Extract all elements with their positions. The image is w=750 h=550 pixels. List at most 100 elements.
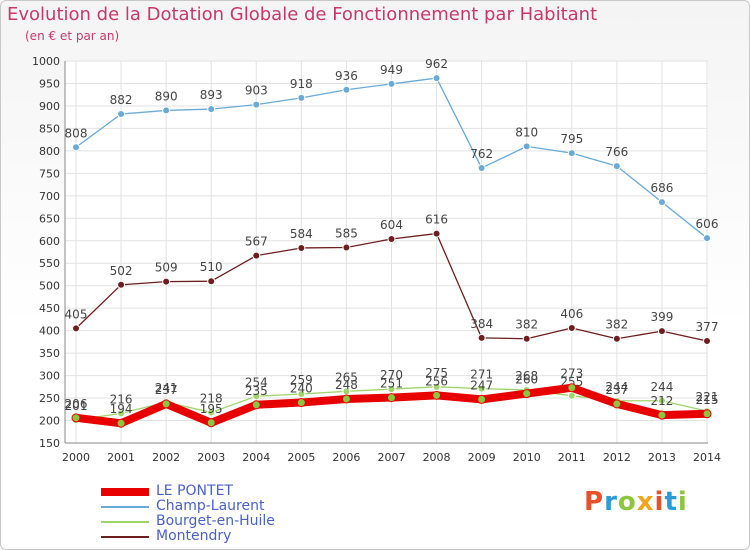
series-point-1 [432,74,441,83]
series-point-1 [387,79,396,88]
data-label-3: 585 [335,227,358,241]
series-point-3 [657,327,666,336]
data-label-0: 251 [380,377,403,391]
series-point-1 [117,110,126,119]
x-tick-label: 2010 [513,451,541,464]
data-label-3: 584 [290,227,313,241]
data-label-3: 406 [560,307,583,321]
series-point-3 [72,324,80,333]
data-label-1: 606 [696,217,719,231]
legend-label: Champ-Laurent [156,498,265,514]
legend-item: Champ-Laurent [101,498,361,515]
data-label-3: 604 [380,218,403,232]
series-point-0 [161,399,171,409]
x-tick-label: 2000 [62,451,90,464]
data-label-2: 259 [290,373,313,387]
x-tick-label: 2002 [152,451,180,464]
series-point-3 [522,334,531,343]
x-tick-label: 2012 [603,451,631,464]
y-tick-label: 550 [39,257,60,270]
series-point-0 [251,400,261,410]
x-tick-label: 2009 [468,451,496,464]
legend-swatch [101,521,149,523]
y-tick-label: 650 [39,212,60,225]
series-point-0 [432,390,442,400]
series-point-0 [477,394,487,404]
chart-subtitle: (en € et par an) [25,29,120,43]
data-label-1: 808 [65,126,88,140]
data-label-0: 256 [425,374,448,388]
data-label-0: 195 [200,402,223,416]
series-point-1 [657,198,666,207]
y-tick-label: 850 [39,122,60,135]
series-point-1 [207,105,216,114]
data-label-0: 206 [65,397,88,411]
data-label-1: 893 [200,88,223,102]
data-label-0: 248 [335,378,358,392]
chart-title: Evolution de la Dotation Globale de Fonc… [7,4,598,25]
series-point-1 [522,142,531,151]
data-label-2: 221 [696,390,719,404]
series-point-2 [297,390,306,399]
data-label-1: 890 [155,89,178,103]
data-label-0: 273 [560,367,583,381]
series-point-3 [252,251,261,260]
series-point-2 [432,382,441,391]
x-tick-label: 2001 [107,451,135,464]
y-tick-label: 700 [39,190,60,203]
series-point-2 [387,385,396,394]
series-point-3 [207,277,216,286]
data-label-1: 962 [425,57,448,71]
series-point-1 [162,106,171,115]
y-tick-label: 800 [39,145,60,158]
series-point-0 [657,410,667,420]
legend-swatch [101,506,149,508]
data-label-0: 235 [245,384,268,398]
data-label-2: 201 [65,399,88,413]
data-label-3: 567 [245,235,268,249]
data-label-3: 382 [515,318,538,332]
x-tick-label: 2008 [423,451,451,464]
y-tick-label: 300 [39,370,60,383]
series-point-0 [296,398,306,408]
series-point-3 [567,323,576,332]
data-label-1: 810 [515,125,538,139]
data-label-3: 502 [110,264,133,278]
x-tick-label: 2003 [197,451,225,464]
y-tick-label: 950 [39,77,60,90]
series-point-3 [297,243,306,252]
data-label-1: 949 [380,63,403,77]
y-tick-label: 500 [39,280,60,293]
legend-item: Bourget-en-Huile [101,513,361,530]
data-label-0: 247 [470,378,493,392]
legend-swatch [101,536,149,538]
series-point-1 [252,100,261,109]
y-tick-label: 200 [39,415,60,428]
data-label-3: 382 [605,318,628,332]
series-point-3 [477,333,486,342]
data-label-1: 766 [605,145,628,159]
series-point-0 [341,394,351,404]
series-point-0 [612,399,622,409]
y-tick-label: 250 [39,392,60,405]
data-label-0: 240 [290,382,313,396]
data-label-3: 377 [696,320,719,334]
x-tick-label: 2011 [558,451,586,464]
data-label-2: 265 [335,370,358,384]
data-label-2: 275 [425,366,448,380]
series-point-2 [567,391,576,400]
data-label-1: 795 [560,132,583,146]
data-label-2: 241 [155,381,178,395]
series-point-0 [522,389,532,399]
data-label-0: 215 [696,393,719,407]
x-tick-label: 2004 [242,451,270,464]
series-point-2 [657,396,666,405]
series-point-2 [477,384,486,393]
y-tick-label: 450 [39,302,60,315]
proxiti-logo: Proxiti [584,487,688,517]
data-label-3: 405 [65,307,88,321]
x-tick-label: 2013 [648,451,676,464]
series-point-0 [71,413,81,423]
series-point-3 [387,234,396,243]
series-point-1 [612,162,621,171]
